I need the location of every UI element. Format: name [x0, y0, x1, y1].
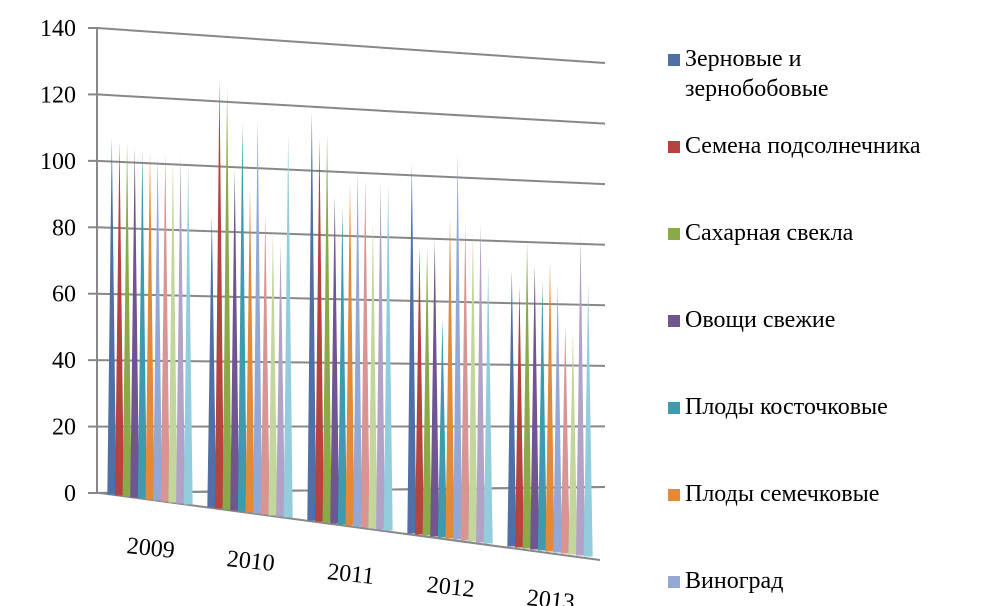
cone — [237, 122, 247, 512]
cone — [114, 141, 124, 496]
grid-line — [96, 93, 606, 125]
cone — [514, 286, 524, 548]
legend-label: Овощи свежие — [685, 307, 836, 333]
cone — [160, 153, 170, 502]
legend-label: Семена подсолнечника — [685, 133, 921, 159]
legend-label: Сахарная свекла — [685, 220, 854, 246]
y-tick-label: 120 — [40, 82, 76, 108]
cone — [583, 283, 593, 557]
cone — [537, 281, 547, 551]
legend-swatch — [668, 489, 680, 501]
legend-item: Сахарная свекла — [668, 218, 1002, 248]
cone — [230, 170, 240, 511]
cone — [576, 236, 586, 556]
grid-line — [96, 226, 606, 246]
x-axis — [99, 492, 601, 561]
x-tick-label: 2010 — [226, 546, 276, 577]
cone — [383, 183, 393, 531]
legend-item: Виноград — [668, 566, 1002, 596]
cone — [145, 150, 155, 500]
cone — [545, 261, 555, 552]
cone — [168, 158, 178, 503]
legend-swatch — [668, 402, 680, 414]
cone — [345, 182, 355, 526]
legend-label: Плоды косточковые — [685, 394, 888, 420]
cone — [207, 214, 217, 508]
cone — [430, 239, 440, 537]
cone — [522, 241, 532, 549]
cone — [453, 153, 463, 540]
legend-swatch — [668, 54, 680, 66]
cone — [414, 246, 424, 535]
legend-swatch — [668, 228, 680, 240]
cone — [560, 324, 570, 554]
legend-swatch — [668, 315, 680, 327]
cone — [568, 332, 578, 555]
cone — [476, 223, 486, 543]
legend-swatch — [668, 141, 680, 153]
cone — [376, 182, 386, 530]
legend-label: Виноград — [685, 568, 784, 594]
cone — [368, 221, 378, 529]
legend-label: Зерновые и зернобобовые — [685, 46, 829, 102]
cone — [337, 206, 347, 525]
cone — [530, 264, 540, 550]
legend-swatch — [668, 576, 680, 588]
grid-line — [96, 159, 606, 186]
cone — [314, 138, 324, 522]
cone — [445, 217, 455, 539]
cone — [253, 119, 263, 514]
y-tick-label: 40 — [52, 348, 76, 374]
cone — [553, 283, 563, 553]
cone — [276, 243, 286, 517]
grid-line — [96, 27, 606, 64]
cone — [360, 179, 370, 528]
cone — [322, 133, 332, 523]
cone — [330, 195, 340, 524]
x-tick-label: 2009 — [126, 533, 176, 564]
y-tick-label: 20 — [52, 415, 76, 441]
legend-item: Плоды косточковые — [668, 392, 1002, 422]
cone — [422, 247, 432, 536]
cone — [460, 223, 470, 541]
cone — [222, 87, 232, 510]
cone — [507, 269, 517, 547]
legend-item: Зерновые и зернобобовые — [668, 44, 895, 104]
y-tick-label: 60 — [52, 282, 76, 308]
cone — [468, 231, 478, 542]
cone — [107, 136, 117, 495]
x-tick-label: 2011 — [326, 559, 376, 590]
cone — [353, 171, 363, 527]
legend-item: Семена подсолнечника — [668, 131, 1002, 161]
cone — [268, 232, 278, 516]
cone — [153, 155, 163, 501]
cone — [183, 164, 193, 505]
y-tick-label: 100 — [40, 149, 76, 175]
cone — [307, 111, 317, 521]
legend-label: Плоды семечковые — [685, 481, 880, 507]
cone — [437, 319, 447, 538]
x-tick-label: 2012 — [426, 572, 476, 603]
legend-item: Плоды семечковые — [668, 479, 1002, 509]
legend-item: Овощи свежие — [668, 305, 1002, 335]
cone — [137, 149, 147, 499]
cone — [176, 156, 186, 504]
x-tick-label: 2013 — [526, 585, 576, 606]
cone — [214, 79, 224, 509]
y-tick-label: 80 — [52, 215, 76, 241]
cone — [407, 163, 417, 534]
cone — [283, 132, 293, 518]
cone — [130, 147, 140, 498]
cone — [260, 214, 270, 515]
y-tick-label: 0 — [64, 481, 76, 507]
cone — [483, 264, 493, 544]
y-tick-label: 140 — [40, 16, 76, 42]
cone — [122, 142, 132, 497]
cone — [245, 189, 255, 513]
